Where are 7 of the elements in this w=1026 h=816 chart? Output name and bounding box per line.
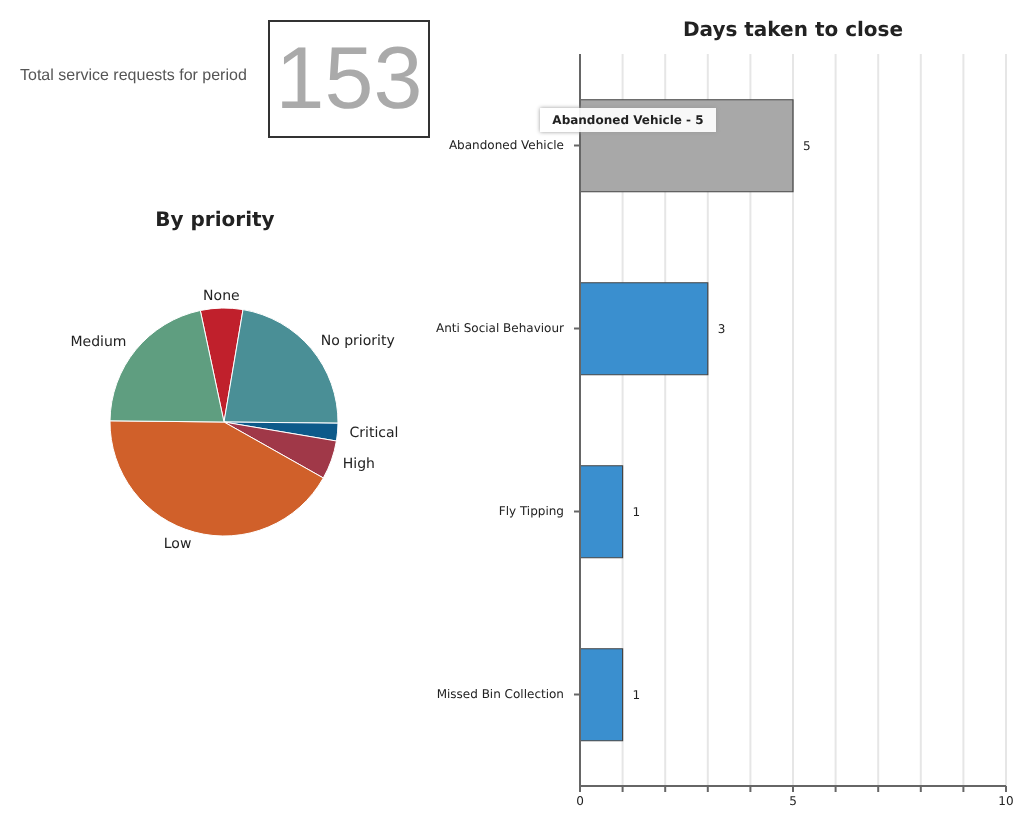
bar (580, 465, 624, 559)
bar (580, 648, 624, 742)
chart-title: Days taken to close (680, 20, 906, 42)
chart-title: By priority (153, 210, 277, 232)
text: 153 (275, 29, 423, 129)
text: Total service requests for period (20, 66, 247, 84)
bar (580, 282, 709, 376)
